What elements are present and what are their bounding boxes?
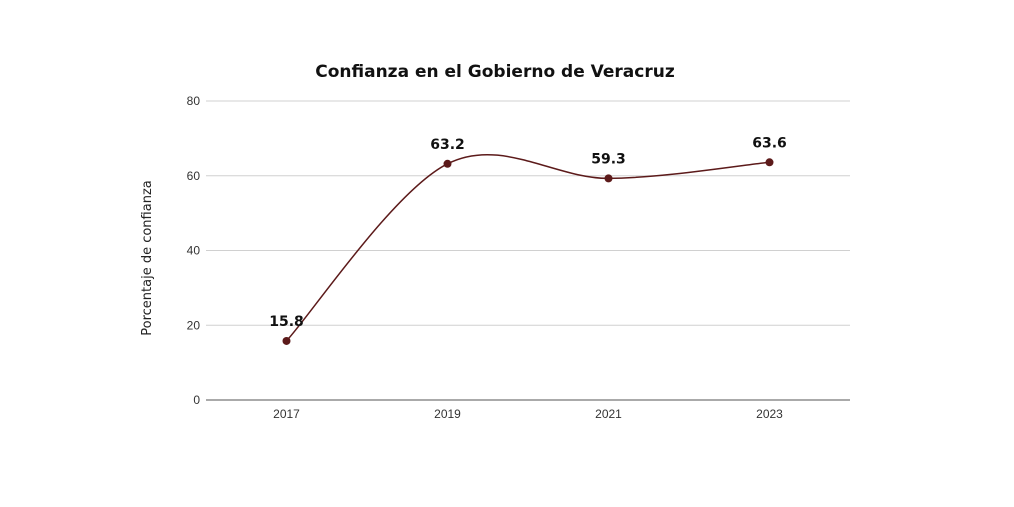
data-point [282,336,291,345]
x-tick-label: 2017 [273,407,300,421]
data-label: 63.6 [752,135,787,151]
x-axis-ticks: 2017 2019 2021 2023 [273,407,783,421]
data-label: 59.3 [591,151,626,167]
y-tick-label: 20 [187,318,201,332]
y-tick-label: 80 [187,94,201,108]
chart-title: Confianza en el Gobierno de Veracruz [315,62,675,82]
y-axis-label: Porcentaje de confianza [140,180,155,336]
x-tick-label: 2019 [434,407,461,421]
x-tick-label: 2023 [756,407,783,421]
gridlines [206,100,850,401]
y-tick-label: 40 [187,244,201,258]
data-point [604,174,613,183]
y-tick-label: 60 [187,169,201,183]
data-points [282,158,774,345]
data-point [765,158,774,167]
series-line-group [285,154,770,342]
data-point [443,159,452,168]
data-label: 63.2 [430,137,465,153]
data-label: 15.8 [269,314,304,330]
data-labels: 15.8 63.2 59.3 63.6 [269,135,787,330]
y-axis-ticks: 0 20 40 60 80 [187,94,201,407]
y-tick-label: 0 [193,393,200,407]
x-tick-label: 2021 [595,407,622,421]
series-line [285,154,770,342]
